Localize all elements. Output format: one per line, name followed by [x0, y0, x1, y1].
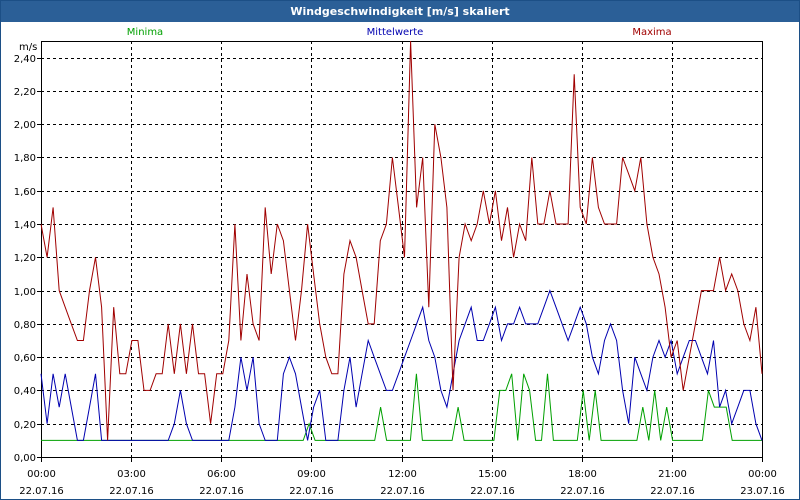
legend-mittelwerte: Mittelwerte [367, 27, 424, 38]
y-axis-label: m/s [19, 42, 37, 53]
axis-layer: m/s 0,00 0,20 0,40 0,60 0,80 1,00 1,20 1,40 1,60… [14, 42, 785, 497]
plot-area [41, 41, 763, 458]
x-tick-date: 22.07.16 [560, 486, 605, 497]
y-tick-label: 2,00 [14, 120, 36, 131]
y-tick-label: 1,60 [14, 187, 36, 198]
x-tick-time: 03:00 [117, 469, 146, 480]
x-tick-date: 22.07.16 [109, 486, 154, 497]
y-tick-label: 1,00 [14, 287, 36, 298]
y-tick-label: 1,20 [14, 253, 36, 264]
x-tick-time: 15:00 [478, 469, 507, 480]
series-line-mittelwerte [40, 289, 763, 441]
y-tick-label: 0,20 [14, 420, 36, 431]
x-tick-time: 12:00 [388, 469, 417, 480]
y-tick-label: 0,00 [14, 453, 36, 464]
x-tick-time: 21:00 [658, 469, 687, 480]
x-tick-date: 22.07.16 [19, 486, 64, 497]
x-tick-date: 23.07.16 [740, 486, 785, 497]
series-line-maxima [40, 40, 763, 441]
series-layer [40, 40, 763, 441]
legend-minima: Minima [127, 27, 163, 38]
y-tick-label: 0,60 [14, 353, 36, 364]
y-tick-label: 0,80 [14, 320, 36, 331]
x-tick-time: 18:00 [568, 469, 597, 480]
y-tick-label: 1,40 [14, 220, 36, 231]
x-tick-time: 00:00 [27, 469, 56, 480]
y-tick-label: 2,20 [14, 87, 36, 98]
legend: Minima Mittelwerte Maxima [127, 27, 672, 38]
chart-title: Windgeschwindigkeit [m/s] skaliert [1, 1, 799, 22]
x-tick-time: 00:00 [748, 469, 777, 480]
x-tick-date: 22.07.16 [199, 486, 244, 497]
y-tick-label: 0,40 [14, 386, 36, 397]
y-tick-label: 1,80 [14, 153, 36, 164]
x-tick-date: 22.07.16 [470, 486, 515, 497]
x-tick-time: 06:00 [207, 469, 236, 480]
grid-layer [41, 41, 762, 457]
x-tick-time: 09:00 [297, 469, 326, 480]
legend-maxima: Maxima [632, 27, 671, 38]
x-tick-date: 22.07.16 [380, 486, 425, 497]
x-tick-date: 22.07.16 [650, 486, 695, 497]
x-tick-date: 22.07.16 [289, 486, 334, 497]
y-tick-label: 2,40 [14, 54, 36, 65]
